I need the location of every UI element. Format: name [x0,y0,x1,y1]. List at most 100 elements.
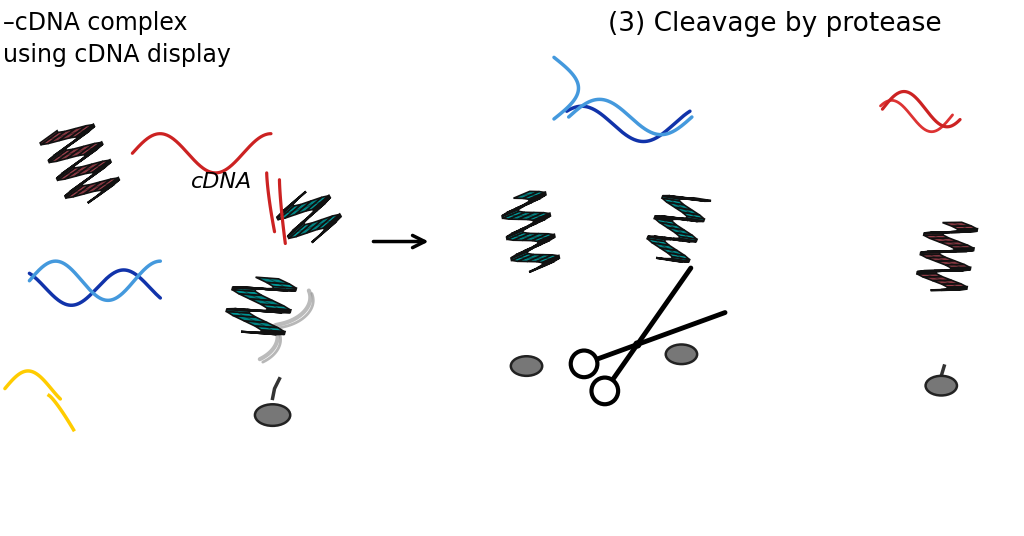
Polygon shape [503,211,524,219]
Polygon shape [276,199,298,218]
Text: –cDNA complex
using cDNA display: –cDNA complex using cDNA display [3,11,230,66]
Polygon shape [77,124,94,139]
Polygon shape [309,198,330,217]
Polygon shape [321,217,341,235]
Polygon shape [527,213,550,220]
Polygon shape [306,216,333,233]
Polygon shape [244,321,279,327]
Polygon shape [527,255,553,262]
Polygon shape [261,304,291,310]
Polygon shape [523,191,545,199]
Polygon shape [267,308,291,312]
Polygon shape [266,282,296,288]
Polygon shape [924,232,949,233]
Polygon shape [88,184,114,203]
Polygon shape [57,167,82,180]
Polygon shape [97,180,119,197]
Polygon shape [512,223,537,234]
Polygon shape [667,202,692,210]
Polygon shape [923,277,951,280]
Polygon shape [53,137,80,156]
Polygon shape [282,191,306,212]
Polygon shape [93,160,111,174]
Polygon shape [511,248,532,258]
Polygon shape [65,164,92,179]
Polygon shape [232,289,262,295]
Polygon shape [62,131,89,150]
Polygon shape [86,160,110,174]
Polygon shape [232,316,267,323]
Polygon shape [654,218,677,225]
Polygon shape [538,235,555,244]
Polygon shape [924,233,943,235]
Circle shape [592,377,618,404]
Polygon shape [94,178,118,191]
Polygon shape [65,180,87,196]
Polygon shape [296,220,323,237]
Polygon shape [939,242,968,245]
Polygon shape [296,197,322,214]
Polygon shape [49,149,73,162]
Polygon shape [950,267,971,270]
Polygon shape [534,237,555,247]
Polygon shape [652,242,677,250]
Polygon shape [56,146,84,161]
Polygon shape [543,256,559,265]
Polygon shape [662,216,688,220]
Polygon shape [272,287,296,291]
Polygon shape [534,214,550,222]
Polygon shape [502,209,519,218]
Polygon shape [952,226,977,229]
Polygon shape [687,198,711,201]
Polygon shape [948,245,974,249]
Polygon shape [947,250,974,251]
Polygon shape [253,288,288,291]
Polygon shape [507,202,531,213]
Polygon shape [311,221,336,242]
Polygon shape [942,222,972,226]
Polygon shape [647,236,666,241]
Polygon shape [666,259,689,262]
Polygon shape [513,233,539,241]
Polygon shape [538,258,559,268]
Polygon shape [232,287,263,289]
Polygon shape [537,255,559,263]
Polygon shape [667,227,692,235]
Polygon shape [921,254,945,257]
Polygon shape [669,196,695,200]
Polygon shape [513,191,540,198]
Polygon shape [921,252,940,255]
Ellipse shape [511,356,542,376]
Polygon shape [516,244,541,255]
Polygon shape [313,196,330,211]
Polygon shape [517,255,543,262]
Polygon shape [942,284,967,287]
Polygon shape [70,124,93,138]
Polygon shape [85,143,102,157]
Polygon shape [916,272,937,274]
Polygon shape [250,299,284,306]
Polygon shape [66,185,90,198]
Polygon shape [72,126,94,143]
Polygon shape [265,289,296,291]
Polygon shape [58,126,86,141]
Polygon shape [48,144,71,161]
Polygon shape [306,196,329,211]
Polygon shape [301,203,326,224]
Polygon shape [659,248,685,256]
Polygon shape [531,234,554,242]
Polygon shape [926,257,955,261]
Polygon shape [522,234,548,241]
Polygon shape [930,238,958,242]
Polygon shape [518,212,544,220]
Text: (3) Cleavage by protease: (3) Cleavage by protease [608,11,941,37]
Polygon shape [524,240,550,251]
Polygon shape [941,289,967,290]
Polygon shape [247,310,283,312]
Polygon shape [84,179,112,194]
Polygon shape [226,309,258,311]
Polygon shape [56,166,75,180]
Polygon shape [101,178,119,192]
Polygon shape [71,173,96,191]
Polygon shape [239,294,272,301]
